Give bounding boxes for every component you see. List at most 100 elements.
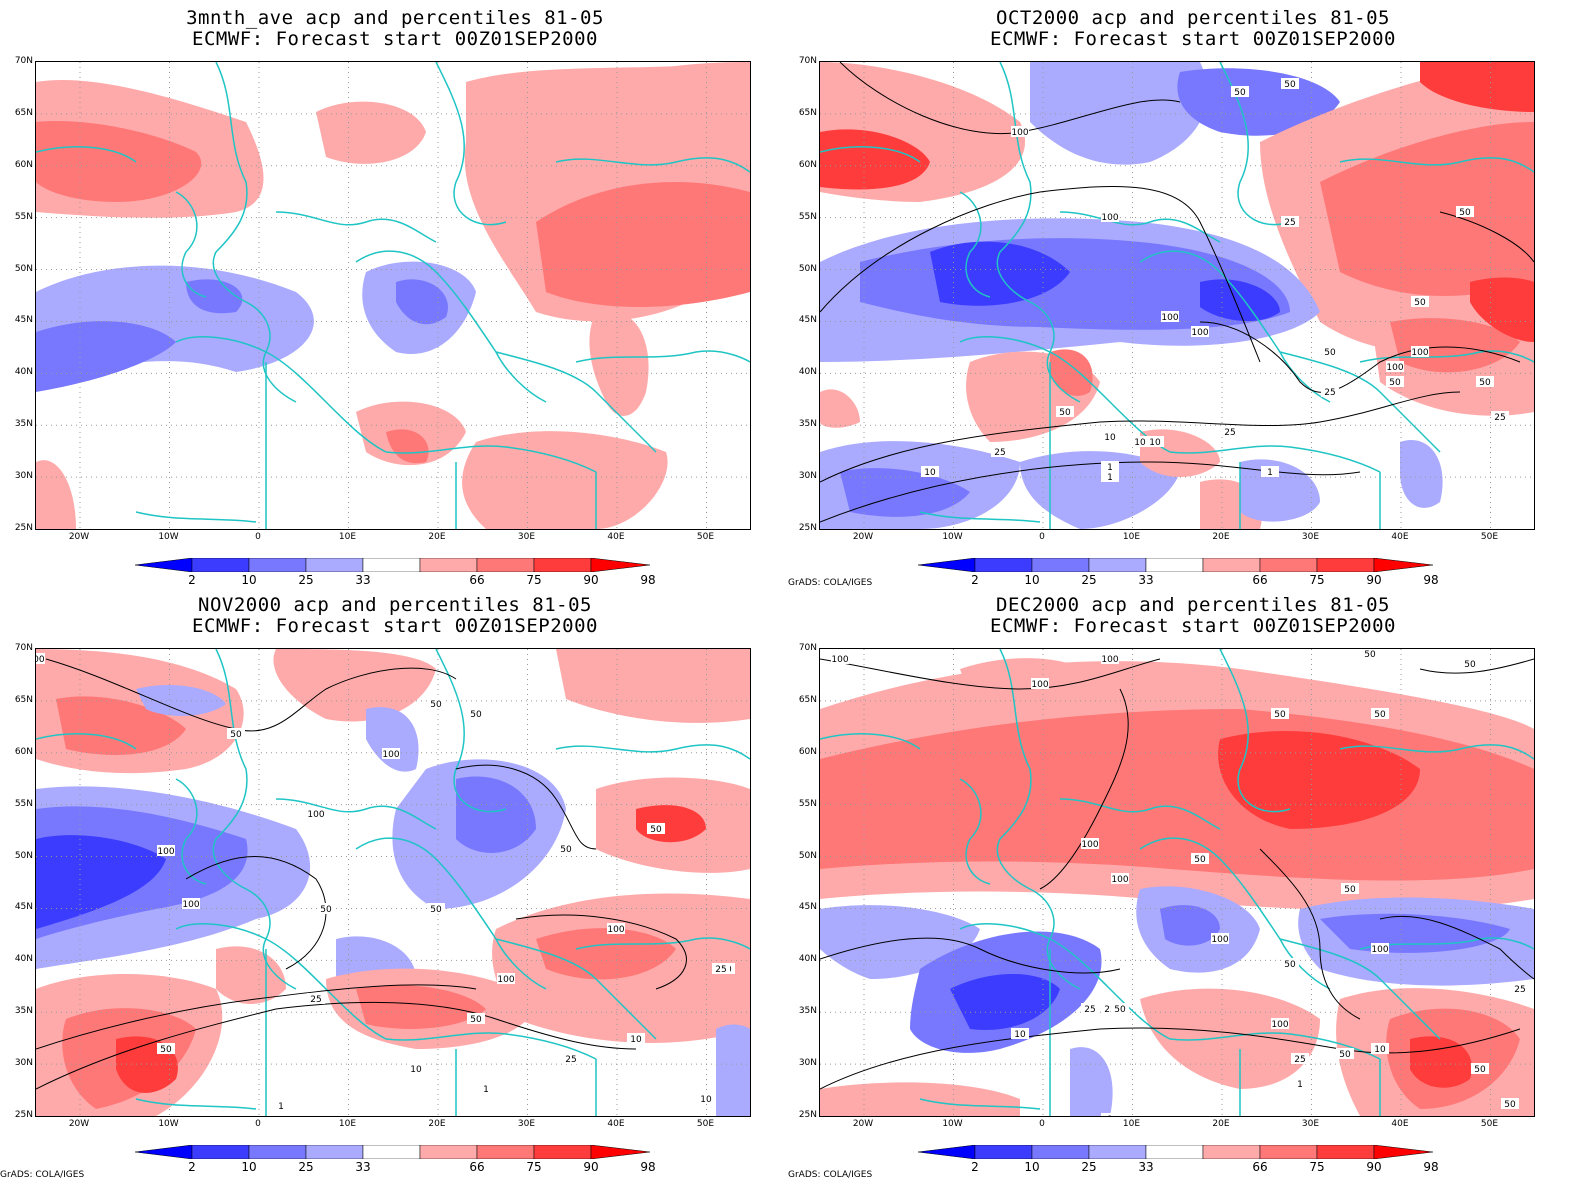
- percentile-area: [820, 129, 930, 190]
- contour-label: 50: [427, 903, 445, 915]
- lat-label: 70N: [14, 643, 33, 653]
- lat-label: 70N: [798, 643, 817, 653]
- percentile-area: [1200, 279, 1280, 322]
- colorbar: [135, 1145, 651, 1159]
- colorbar-label: 33: [1138, 1160, 1154, 1174]
- coastline: [919, 1098, 1041, 1110]
- svg-text:100: 100: [307, 810, 324, 820]
- colorbar-segment: [135, 1145, 193, 1159]
- contour-label: 50: [157, 1043, 175, 1055]
- map-panel-oct2000: OCT2000 acp and percentiles 81-05 ECMWF: …: [788, 0, 1596, 590]
- contour-label: 10: [1011, 1028, 1029, 1040]
- lat-label: 30N: [14, 1058, 33, 1069]
- percentile-area: [536, 182, 750, 307]
- lon-label: 20E: [428, 532, 446, 542]
- colorbar-segment: [1145, 558, 1204, 572]
- svg-text:50: 50: [1414, 298, 1426, 308]
- contour-label: 25: [1321, 386, 1339, 398]
- colorbar-label: 75: [526, 1160, 542, 1174]
- contour-label: 50: [1321, 346, 1339, 358]
- contour-label: 100: [831, 653, 849, 665]
- colorbar-segment: [1373, 1145, 1434, 1159]
- contour-label: 1: [272, 1100, 290, 1112]
- percentile-area: [1030, 62, 1208, 165]
- contour-label: 25: [1081, 1003, 1099, 1015]
- colorbar-label: 90: [1366, 1160, 1382, 1174]
- svg-text:1: 1: [278, 1102, 284, 1112]
- svg-text:100: 100: [157, 847, 174, 857]
- contour-label: 25: [307, 993, 325, 1005]
- contour-label: 25: [1221, 426, 1239, 438]
- contour-label: 25: [991, 446, 1009, 458]
- contour-line: [1259, 848, 1361, 1020]
- svg-text:25: 25: [1104, 1005, 1115, 1015]
- lon-label: 40E: [1391, 532, 1409, 542]
- colorbar-segment: [1031, 1145, 1090, 1159]
- colorbar-segment: [305, 558, 364, 572]
- svg-text:50: 50: [320, 905, 332, 915]
- contour-line: [820, 658, 1161, 690]
- contour-label: 50: [1371, 708, 1389, 720]
- contour-label: 50: [1461, 658, 1479, 670]
- contour-label: 1: [1101, 471, 1119, 483]
- lat-label: 60N: [14, 159, 33, 170]
- coastline: [1059, 798, 1221, 830]
- contour-label: 50: [1456, 206, 1474, 218]
- lon-label: 0: [1039, 532, 1045, 542]
- coastline: [555, 157, 750, 173]
- contour-label: 100: [1161, 311, 1179, 323]
- contour-label: 100: [1101, 653, 1119, 665]
- percentile-area: [36, 121, 202, 202]
- colorbar-segment: [1202, 1145, 1261, 1159]
- percentile-area: [36, 321, 176, 392]
- svg-text:100: 100: [1101, 213, 1118, 223]
- contour-line: [36, 1001, 637, 1090]
- percentile-area: [186, 279, 243, 314]
- coastline: [996, 62, 1081, 403]
- svg-text:100: 100: [36, 655, 45, 665]
- percentile-area: [366, 707, 419, 772]
- percentile-area: [1390, 318, 1520, 373]
- lat-label: 65N: [14, 107, 33, 118]
- colorbar-label: 2: [188, 1160, 196, 1174]
- panel-title-line2: ECMWF: Forecast start 00Z01SEP2000: [192, 615, 598, 637]
- lat-label: 25N: [798, 523, 817, 533]
- svg-text:100: 100: [1386, 363, 1403, 373]
- lat-label: 60N: [798, 159, 817, 170]
- percentile-area: [636, 62, 750, 126]
- svg-text:50: 50: [230, 730, 242, 740]
- contour-label: 1: [1291, 1078, 1309, 1090]
- svg-text:100: 100: [831, 655, 848, 665]
- lat-label: 35N: [14, 1006, 33, 1017]
- contour-label: 100: [1271, 1018, 1289, 1030]
- lat-label: 40N: [798, 367, 817, 378]
- colorbar-label: 10: [241, 1160, 257, 1174]
- contour-label: 100: [157, 845, 175, 857]
- percentile-area: [273, 649, 436, 722]
- contour-label: 100: [1111, 873, 1129, 885]
- percentile-area: [1160, 905, 1220, 946]
- percentile-area: [316, 101, 426, 164]
- percentile-area: [556, 649, 750, 723]
- contour-line: [455, 764, 597, 850]
- lat-label: 45N: [798, 902, 817, 913]
- percentile-area: [1240, 459, 1320, 522]
- colorbar-label: 75: [526, 573, 542, 587]
- contour-label: 10: [1131, 436, 1149, 448]
- contour-label: 100: [1031, 678, 1049, 690]
- colorbar-label: 75: [1309, 1160, 1325, 1174]
- contour-label: 50: [1281, 78, 1299, 90]
- map-panel-nov2000: NOV2000 acp and percentiles 81-05 ECMWF: …: [0, 590, 790, 1196]
- colorbar-segment: [1373, 558, 1434, 572]
- contour-line: [1439, 211, 1534, 263]
- percentile-area: [396, 279, 448, 325]
- contour-label: 10: [627, 1033, 645, 1045]
- colorbar-segment: [590, 558, 651, 572]
- contour-line: [1039, 688, 1129, 890]
- contour-label: 100: [36, 653, 45, 665]
- percentile-area: [1020, 451, 1180, 529]
- percentile-area: [216, 946, 286, 1004]
- lat-label: 25N: [14, 523, 33, 533]
- svg-text:50: 50: [160, 1045, 172, 1055]
- percentile-area: [589, 310, 649, 416]
